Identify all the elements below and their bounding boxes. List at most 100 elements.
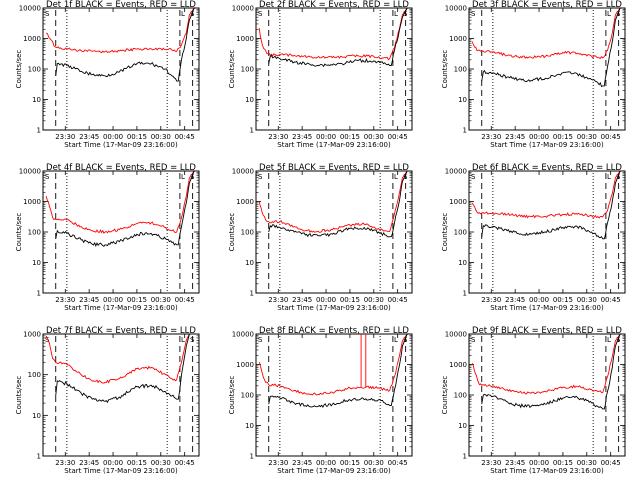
corner-marker-label: S <box>258 173 263 181</box>
x-tick-label: 00:15 <box>553 296 573 304</box>
x-axis-label: Start Time (17-Mar-09 23:16:00) <box>277 467 391 475</box>
corner-marker-label: L <box>607 336 611 344</box>
corner-marker-label: S <box>403 10 408 18</box>
x-tick-label: 00:45 <box>388 133 408 141</box>
panel-det-9: Det 9f BLACK = Events, RED = LLD 1 10 100 10… <box>441 326 626 475</box>
plot-frame <box>42 7 200 131</box>
y-tick-label: 1 <box>37 290 41 298</box>
panel-title: Det 5f BLACK = Events, RED = LLD <box>259 163 409 173</box>
lld-series-line <box>258 7 411 61</box>
panel-det-5: Det 5f BLACK = Events, RED = LLD 1 10 100 10… <box>228 163 413 312</box>
events-series-line <box>481 333 624 410</box>
y-tick-label: 10 <box>32 412 41 420</box>
y-tick-label: 100 <box>241 392 254 400</box>
x-tick-label: 00:45 <box>601 296 621 304</box>
x-tick-label: 23:45 <box>79 296 99 304</box>
y-tick-label: 10000 <box>445 168 467 176</box>
panel-det-1: Det 1f BLACK = Events, RED = LLD 1 10 100 10… <box>15 0 200 149</box>
corner-marker-label: S <box>471 336 476 344</box>
corner-marker-label: L <box>394 173 398 181</box>
y-tick-label: 100 <box>28 371 41 379</box>
plot-frame <box>255 7 413 131</box>
x-tick-label: 00:45 <box>175 459 195 467</box>
x-tick-label: 23:45 <box>292 133 312 141</box>
panel-title: Det 3f BLACK = Events, RED = LLD <box>472 0 622 10</box>
corner-marker-label: L <box>607 173 611 181</box>
x-tick-label: 00:45 <box>175 133 195 141</box>
y-tick-label: 1 <box>250 127 254 135</box>
events-series-line <box>268 333 411 409</box>
corner-marker-label: S <box>616 336 621 344</box>
y-tick-label: 10 <box>245 259 254 267</box>
x-tick-label: 23:45 <box>292 459 312 467</box>
y-tick-label: 1000 <box>449 361 467 369</box>
y-axis-label: Counts/sec <box>441 213 449 252</box>
panel-det-6: Det 6f BLACK = Events, RED = LLD 1 10 100 10… <box>441 163 626 312</box>
y-tick-label: 10000 <box>232 168 254 176</box>
y-axis-label: Counts/sec <box>228 50 236 89</box>
lld-series-line <box>45 333 198 384</box>
y-axis-label: Counts/sec <box>15 376 23 415</box>
x-axis-label: Start Time (17-Mar-09 23:16:00) <box>490 141 604 149</box>
x-axis-label: Start Time (17-Mar-09 23:16:00) <box>64 304 178 312</box>
y-tick-label: 10 <box>32 96 41 104</box>
y-tick-label: 1 <box>37 453 41 461</box>
x-tick-label: 00:15 <box>553 133 573 141</box>
x-tick-label: 00:30 <box>364 296 384 304</box>
panel-title: Det 7f BLACK = Events, RED = LLD <box>46 326 196 336</box>
x-tick-label: 23:45 <box>505 296 525 304</box>
panel-title: Det 9f BLACK = Events, RED = LLD <box>472 326 622 336</box>
y-axis-label: Counts/sec <box>15 50 23 89</box>
y-axis-label: Counts/sec <box>228 376 236 415</box>
corner-marker-label: S <box>45 10 50 18</box>
x-tick-label: 23:45 <box>505 459 525 467</box>
x-tick-label: 00:00 <box>103 296 123 304</box>
y-tick-label: 100 <box>241 66 254 74</box>
x-tick-label: 00:15 <box>340 133 360 141</box>
x-axis-label: Start Time (17-Mar-09 23:16:00) <box>64 141 178 149</box>
y-tick-label: 10 <box>32 259 41 267</box>
y-tick-label: 1000 <box>23 35 41 43</box>
events-series-line <box>268 170 411 238</box>
x-tick-label: 00:45 <box>601 459 621 467</box>
y-tick-label: 1 <box>250 453 254 461</box>
panel-title: Det 8f BLACK = Events, RED = LLD <box>259 326 409 336</box>
corner-marker-label: S <box>403 336 408 344</box>
y-tick-label: 10000 <box>19 5 41 13</box>
x-tick-label: 23:30 <box>481 459 501 467</box>
x-tick-label: 23:45 <box>505 133 525 141</box>
y-tick-label: 10000 <box>232 331 254 339</box>
corner-marker-label: L <box>181 336 185 344</box>
x-tick-label: 00:15 <box>127 296 147 304</box>
x-tick-label: 00:30 <box>577 296 597 304</box>
x-tick-label: 23:30 <box>55 296 75 304</box>
panel-title: Det 6f BLACK = Events, RED = LLD <box>472 163 622 173</box>
lld-series-line <box>45 170 198 234</box>
y-tick-label: 1 <box>463 453 467 461</box>
corner-marker-label: S <box>471 173 476 181</box>
y-tick-label: 1000 <box>23 198 41 206</box>
x-tick-label: 00:15 <box>340 296 360 304</box>
corner-marker-label: L <box>394 10 398 18</box>
events-series-line <box>55 170 198 247</box>
corner-marker-label: S <box>190 173 195 181</box>
y-tick-label: 1000 <box>236 35 254 43</box>
x-tick-label: 00:15 <box>127 133 147 141</box>
x-tick-label: 00:30 <box>364 133 384 141</box>
corner-marker-label: L <box>181 10 185 18</box>
x-tick-label: 00:15 <box>553 459 573 467</box>
y-tick-label: 100 <box>28 229 41 237</box>
lld-series-line <box>258 333 411 396</box>
y-tick-label: 1000 <box>449 198 467 206</box>
y-tick-label: 1000 <box>23 331 41 339</box>
x-tick-label: 23:30 <box>268 459 288 467</box>
x-tick-label: 00:00 <box>529 459 549 467</box>
y-tick-label: 1 <box>463 290 467 298</box>
corner-marker-label: S <box>258 10 263 18</box>
y-tick-label: 10 <box>245 96 254 104</box>
y-tick-label: 10000 <box>445 331 467 339</box>
y-tick-label: 100 <box>28 66 41 74</box>
y-axis-label: Counts/sec <box>441 50 449 89</box>
x-tick-label: 23:30 <box>481 296 501 304</box>
